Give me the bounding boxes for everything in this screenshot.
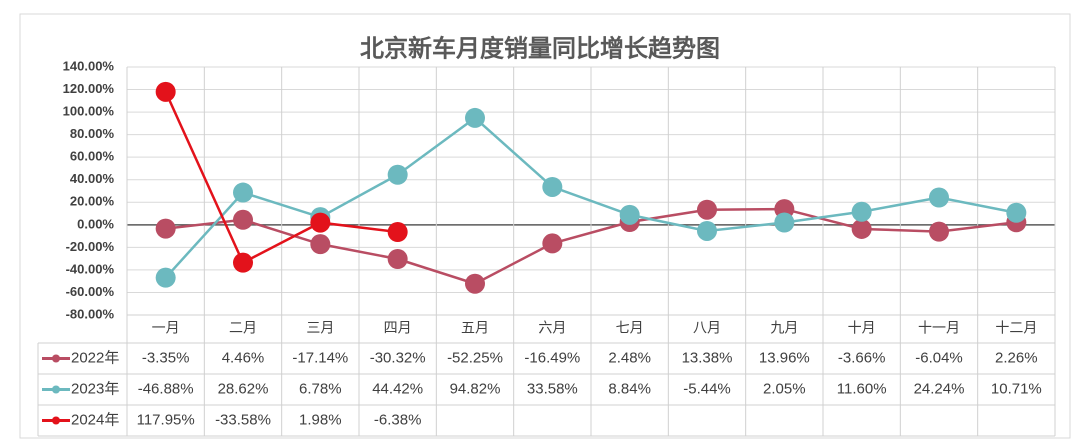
table-value: 8.84% <box>608 380 651 397</box>
series-marker <box>387 248 408 269</box>
series-marker <box>697 199 717 220</box>
series-marker <box>155 81 176 102</box>
x-tick-label: 八月 <box>693 320 721 336</box>
series-marker <box>155 267 176 288</box>
table-value: 2.26% <box>995 349 1038 366</box>
x-tick-label: 七月 <box>616 320 644 336</box>
table-value: 24.24% <box>914 380 965 397</box>
series-marker <box>851 218 872 239</box>
x-tick-label: 五月 <box>461 320 489 336</box>
legend-label: 2023年 <box>71 380 119 397</box>
table-value: -5.44% <box>683 380 731 397</box>
table-value: 4.46% <box>222 349 265 366</box>
series-marker <box>233 209 253 230</box>
table-value: -16.49% <box>524 349 580 366</box>
y-tick-label: -20.00% <box>66 239 115 254</box>
series-marker <box>542 176 563 197</box>
series-marker <box>465 273 485 294</box>
table-value: 44.42% <box>372 380 423 397</box>
table-value: -52.25% <box>447 349 503 366</box>
series-marker <box>929 221 949 242</box>
x-tick-label: 六月 <box>538 320 566 336</box>
series-marker <box>387 164 408 185</box>
table-value: -30.32% <box>370 349 426 366</box>
x-tick-label: 十月 <box>848 320 876 336</box>
table-value: 13.38% <box>682 349 733 366</box>
table-value: -6.38% <box>374 411 422 428</box>
table-value: 13.96% <box>759 349 810 366</box>
x-tick-label: 十一月 <box>918 320 960 336</box>
series-line <box>164 116 1017 279</box>
series-marker <box>155 218 176 239</box>
table-value: -3.66% <box>838 349 886 366</box>
table-value: 2.48% <box>608 349 651 366</box>
series-line <box>165 207 1017 286</box>
table-value: -3.35% <box>142 349 190 366</box>
table-value: -6.04% <box>915 349 963 366</box>
y-tick-label: -80.00% <box>66 306 115 321</box>
table-value: -33.58% <box>215 411 271 428</box>
y-tick-label: 120.00% <box>63 81 115 96</box>
series-marker <box>233 252 253 273</box>
legend-marker <box>52 416 60 425</box>
x-tick-label: 四月 <box>384 320 412 336</box>
series-marker <box>387 222 408 243</box>
chart-title: 北京新车月度销量同比增长趋势图 <box>360 34 720 62</box>
table-value: -46.88% <box>138 380 194 397</box>
x-tick-label: 十二月 <box>995 320 1037 336</box>
legend-label: 2022年 <box>71 349 119 366</box>
series-marker <box>697 220 717 241</box>
y-tick-label: 20.00% <box>70 194 115 209</box>
table-value: 6.78% <box>299 380 342 397</box>
series-marker <box>542 233 563 254</box>
y-tick-label: -60.00% <box>66 284 115 299</box>
table-value: 28.62% <box>218 380 269 397</box>
y-tick-label: 80.00% <box>70 126 115 141</box>
y-tick-label: -40.00% <box>66 261 115 276</box>
table-value: 94.82% <box>450 380 501 397</box>
legend-label: 2024年 <box>71 411 119 428</box>
table-value: 33.58% <box>527 380 578 397</box>
series-marker <box>774 212 795 233</box>
x-tick-label: 三月 <box>306 320 334 336</box>
table-value: 1.98% <box>299 411 342 428</box>
table-value: 10.71% <box>991 380 1042 397</box>
y-tick-label: 40.00% <box>70 171 115 186</box>
table-value: 11.60% <box>837 380 887 397</box>
x-tick-label: 二月 <box>229 320 257 336</box>
series-marker <box>310 212 331 233</box>
series-line <box>164 91 398 265</box>
legend-marker <box>52 385 60 394</box>
y-tick-label: 60.00% <box>70 149 115 164</box>
legend-marker <box>52 354 60 363</box>
series-marker <box>619 204 640 225</box>
table-value: 2.05% <box>763 380 806 397</box>
series-marker <box>1006 202 1027 223</box>
x-tick-label: 九月 <box>770 320 798 336</box>
table-value: -17.14% <box>292 349 348 366</box>
table-value: 117.95% <box>137 411 195 428</box>
series-marker <box>310 234 331 255</box>
y-tick-label: 100.00% <box>63 104 115 119</box>
series-marker <box>465 107 485 128</box>
y-tick-label: 0.00% <box>77 216 114 231</box>
series-marker <box>929 187 949 208</box>
series-marker <box>851 201 872 222</box>
series-marker <box>233 182 253 203</box>
x-tick-label: 一月 <box>152 320 180 336</box>
y-tick-label: 140.00% <box>63 58 115 73</box>
